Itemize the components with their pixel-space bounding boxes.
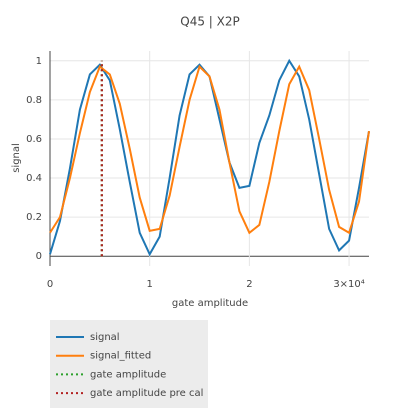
x-tick-label: 2: [246, 279, 252, 290]
x-axis-label: gate amplitude: [172, 298, 248, 309]
y-tick-label: 0.6: [26, 134, 42, 145]
legend-label: signal: [90, 332, 120, 343]
chart-title: Q45 | X2P: [180, 15, 239, 29]
y-tick-label: 0.8: [26, 95, 42, 106]
series-line: [49, 64, 370, 235]
y-tick-label: 1: [36, 56, 42, 67]
y-tick-label: 0: [36, 251, 42, 262]
legend-label: gate amplitude pre cal: [90, 388, 203, 399]
x-tick-label: 1: [147, 279, 153, 290]
y-tick-label: 0.2: [26, 212, 42, 223]
y-axis-label: signal: [11, 143, 22, 173]
legend-label: signal_fitted: [90, 351, 151, 362]
legend-label: gate amplitude: [90, 369, 166, 380]
x-tick-label: 0: [47, 279, 53, 290]
x-tick-label: 3×10⁴: [333, 279, 364, 290]
y-tick-label: 0.4: [26, 173, 42, 184]
